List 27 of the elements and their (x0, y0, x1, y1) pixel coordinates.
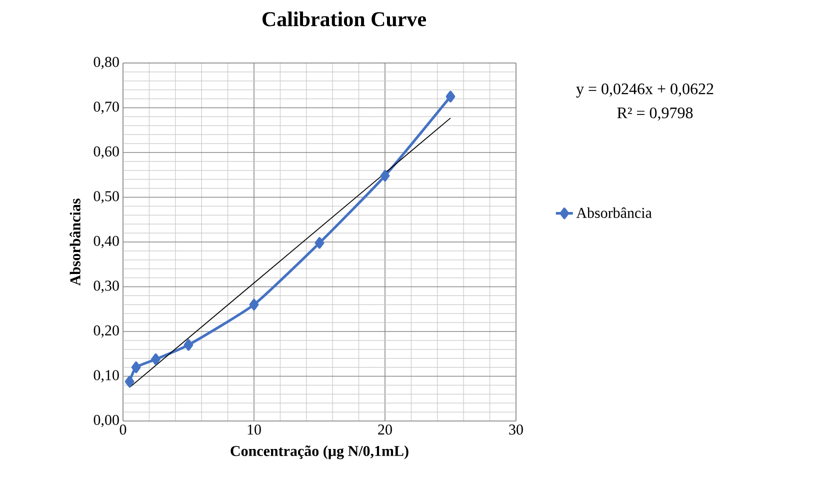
y-tick-label: 0,30 (94, 280, 119, 293)
x-tick-label: 30 (509, 424, 523, 435)
x-tick-label: 10 (248, 424, 261, 435)
y-tick-label: 0,20 (94, 325, 119, 338)
x-tick-label: 0 (120, 424, 126, 435)
y-tick-label: 0,40 (94, 236, 119, 248)
point (131, 362, 141, 374)
y-tick-label: 0,60 (94, 146, 119, 159)
point (124, 376, 134, 388)
point (314, 237, 324, 249)
point (184, 339, 194, 351)
y-tick-label: 0,10 (94, 370, 119, 382)
x-tick-label: 20 (378, 424, 392, 435)
chart-title: Calibration Curve (262, 12, 426, 26)
y-tick-label: 0,80 (94, 56, 119, 70)
y-axis-title: Absorbâncias (70, 198, 80, 286)
x-axis-title: Concentração (µg N/0,1mL) (230, 445, 408, 460)
point (446, 90, 456, 102)
y-tick-label: 0,50 (94, 191, 119, 204)
point (380, 170, 390, 182)
y-tick-label: 0,00 (94, 414, 119, 428)
point (249, 298, 259, 310)
y-tick-label: 0,70 (94, 102, 119, 114)
legend-label: Absorbância (576, 207, 652, 218)
point (151, 353, 160, 366)
text: y = 0,0246x + 0,0622 (576, 84, 714, 98)
text: R² = 0,9798 (617, 108, 693, 121)
